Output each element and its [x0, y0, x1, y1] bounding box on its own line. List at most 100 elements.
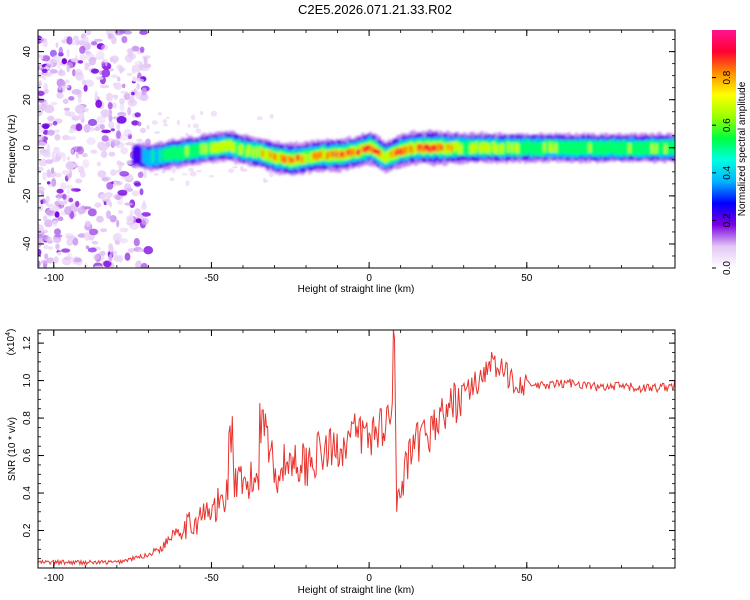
noise-blob: [82, 33, 87, 38]
ridge-cell: [214, 142, 217, 153]
noise-blob: [61, 58, 67, 65]
ridge-cell: [287, 155, 291, 163]
noise-blob: [63, 107, 70, 111]
noise-blob: [57, 61, 61, 69]
ridge-cell: [242, 143, 245, 158]
noise-blob: [129, 223, 140, 230]
y-tick-label: 20: [22, 94, 33, 106]
noise-blob: [154, 130, 160, 135]
noise-blob: [66, 238, 74, 246]
noise-blob: [151, 120, 158, 125]
ridge-cell: [520, 142, 523, 156]
ridge-cell: [403, 146, 406, 155]
ridge-cell: [232, 142, 236, 152]
noise-blob: [75, 178, 83, 184]
ridge-cell: [577, 141, 580, 155]
ridge-cell: [459, 144, 463, 155]
noise-blob: [110, 128, 115, 132]
noise-blob: [66, 48, 70, 58]
noise-blob: [100, 150, 108, 159]
noise-blob: [94, 91, 98, 100]
noise-blob: [73, 162, 78, 168]
ridge-cell: [662, 139, 665, 154]
noise-blob: [116, 116, 127, 124]
ridge-cell: [562, 141, 565, 154]
noise-blob: [162, 118, 168, 124]
noise-blob: [109, 201, 113, 208]
ridge-cell: [336, 148, 340, 160]
ridge-cell: [412, 144, 416, 155]
ridge-cell: [384, 153, 387, 164]
ridge-cell: [352, 148, 355, 156]
ridge-cell: [136, 144, 139, 165]
ridge-cell: [465, 140, 469, 155]
snr-x-label: Height of straight line (km): [298, 585, 415, 596]
ridge-cell: [552, 140, 556, 153]
noise-blob: [141, 212, 151, 217]
ridge-cell: [268, 151, 272, 159]
noise-blob: [123, 183, 132, 192]
ridge-cell: [477, 140, 480, 154]
ridge-cell: [181, 147, 185, 161]
spectral-ridge: [132, 129, 675, 176]
noise-blob: [51, 178, 57, 187]
noise-blob: [101, 69, 111, 78]
noise-blob: [91, 240, 99, 245]
noise-blob: [195, 128, 202, 134]
noise-blob: [141, 217, 149, 226]
ridge-cell: [458, 143, 461, 154]
noise-blob: [38, 90, 45, 96]
ridge-cell: [509, 141, 512, 156]
noise-blob: [99, 70, 103, 76]
ridge-cell: [658, 142, 662, 156]
noise-blob: [51, 151, 56, 161]
y-tick-label: -40: [22, 236, 33, 251]
ridge-cell: [372, 148, 376, 154]
noise-blob: [101, 129, 111, 134]
ridge-cell: [639, 141, 643, 155]
noise-blob: [228, 168, 234, 173]
y-tick-label: 0: [22, 145, 33, 151]
ridge-cell: [393, 149, 397, 157]
noise-blob: [81, 153, 88, 158]
noise-blob: [55, 42, 59, 48]
noise-blob: [108, 151, 116, 157]
ridge-cell: [618, 142, 622, 156]
noise-blob: [79, 45, 86, 54]
noise-blob: [125, 159, 135, 165]
ridge-cell: [452, 141, 455, 152]
ridge-cell: [361, 145, 364, 153]
spectrogram-y-label: Frequency (Hz): [7, 115, 18, 184]
ridge-cell: [202, 140, 206, 155]
noise-blob: [268, 172, 274, 178]
noise-blob: [65, 184, 74, 190]
noise-blob: [104, 59, 108, 67]
ridge-cell: [249, 143, 253, 157]
ridge-cell: [550, 143, 554, 153]
noise-blob: [139, 30, 149, 35]
noise-blob: [38, 224, 44, 233]
noise-blob: [70, 188, 77, 192]
noise-blob: [110, 55, 119, 63]
ridge-cell: [195, 144, 198, 158]
ridge-cell: [407, 144, 410, 156]
colorbar-label: Normalized spectral amplitude: [737, 81, 748, 216]
snr-x-ticks: -100 -50 0 50: [44, 330, 654, 584]
ridge-cell: [543, 142, 546, 153]
noise-blob: [143, 57, 148, 65]
noise-blob: [143, 55, 151, 59]
noise-blob: [189, 171, 197, 177]
noise-blob: [71, 89, 82, 95]
noise-blob: [263, 177, 267, 184]
noise-blob: [100, 109, 110, 118]
noise-blob: [61, 170, 71, 175]
noise-blob: [66, 36, 73, 45]
colorbar-tick-label: 0.8: [722, 70, 733, 84]
ridge-cell: [198, 142, 202, 156]
noise-blob: [131, 190, 140, 197]
noise-blob: [146, 124, 150, 130]
noise-blob: [38, 80, 42, 88]
ridge-cell: [637, 141, 641, 156]
ridge-cell: [586, 141, 590, 154]
noise-blob: [66, 253, 73, 261]
